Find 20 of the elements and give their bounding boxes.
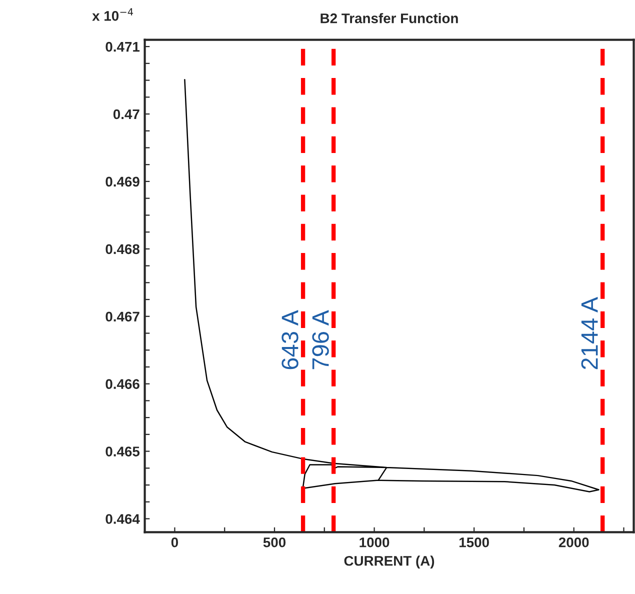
ref-line-label: 643 A <box>282 310 298 370</box>
chart-title: B2 Transfer Function <box>320 13 458 24</box>
y-tick-label: 0.467 <box>106 312 140 322</box>
x-tick-label: 1500 <box>460 537 489 548</box>
y-tick-label: 0.466 <box>106 379 140 389</box>
y-tick-label: 0.469 <box>106 176 140 187</box>
ref-line-label: 796 A <box>312 310 329 370</box>
y-tick-label: 0.468 <box>106 244 140 254</box>
x-tick-label: 2000 <box>558 537 589 548</box>
ref-line-label: 2144 A <box>581 296 598 370</box>
line-series <box>184 78 600 492</box>
y-tick-label: 0.471 <box>106 42 140 52</box>
y-tick-label: 0.464 <box>106 514 140 524</box>
y-tick-label: 0.465 <box>106 446 140 456</box>
x-tick-label: 500 <box>263 537 286 548</box>
text: x 10$^{−4}$ <box>92 8 134 21</box>
x-axis-title: CURRENT (A) <box>344 556 434 569</box>
x-tick-label: 1000 <box>360 537 390 548</box>
y-tick-label: 0.47 <box>113 109 140 120</box>
x-tick-label: 0 <box>171 537 178 548</box>
